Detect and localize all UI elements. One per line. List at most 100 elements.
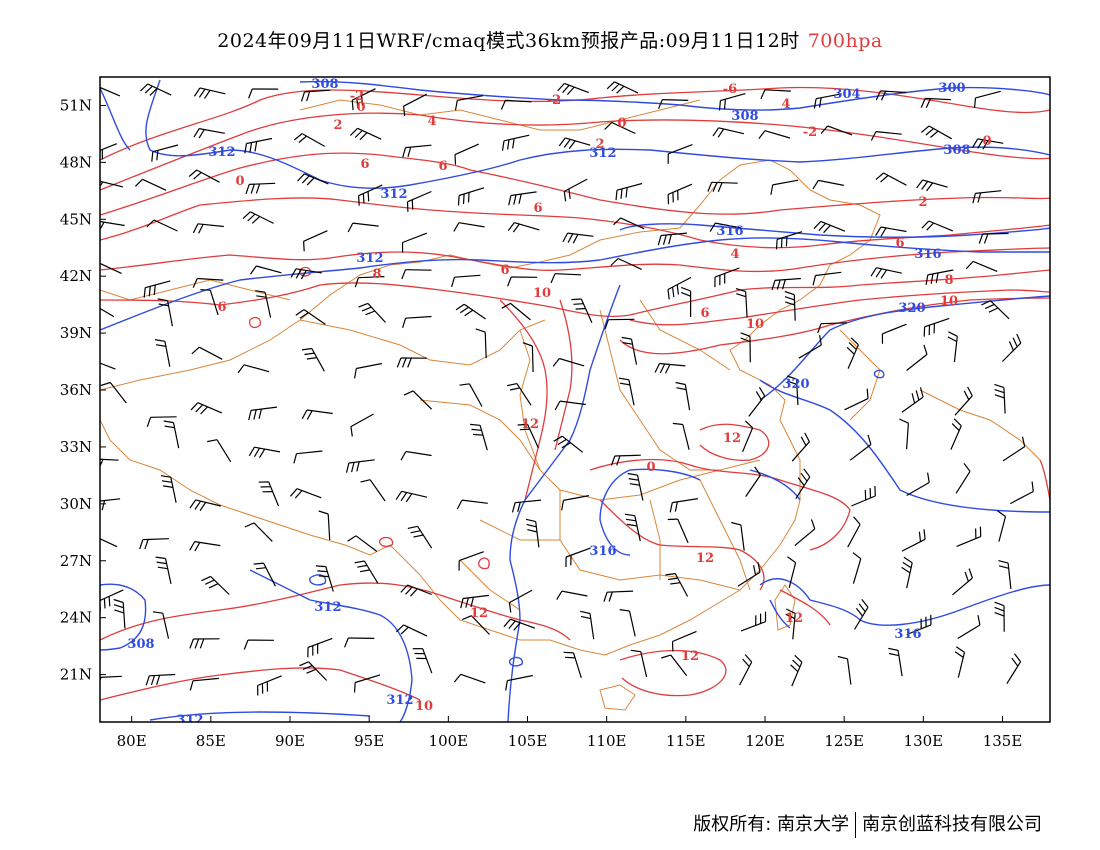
wind-barb-feather [674,501,678,512]
wind-barb-feather [557,83,565,92]
wind-barb-staff [667,276,692,291]
wind-barb-staff [740,524,745,551]
wind-barb-feather [712,182,718,192]
wind-barb-staff [607,590,634,593]
wind-barb-feather [253,409,257,420]
lon-tick-label: 115E [666,732,706,750]
isotherm [499,299,548,501]
wind-barb-feather [563,191,567,202]
wind-barb-staff [514,222,540,231]
wind-barb-staff [363,560,379,584]
wind-barb-feather [875,172,884,181]
isotherm [100,247,1050,273]
wind-barb-feather [627,523,638,527]
wind-barb-feather [785,301,795,306]
wind-barb-staff [243,364,270,373]
wind-barb-feather [200,406,208,415]
wind-barb-feather [501,302,511,309]
wind-barb-feather [717,182,723,193]
wind-barb-feather [152,611,163,614]
height-label: 308 [731,109,758,124]
wind-barb-feather [984,303,995,310]
lon-tick-label: 110E [587,732,627,750]
wind-barb-feather [464,309,474,317]
wind-barb-feather [846,346,855,355]
lat-tick-label: 42N [60,267,92,285]
province-boundary [479,519,560,541]
wind-barb-feather [243,639,249,650]
wind-barb-feather [459,383,470,386]
wind-barb-staff [611,121,636,135]
wind-barb-feather [709,222,716,232]
wind-barb-feather [780,237,783,248]
isotherm [100,269,1050,318]
wind-barb-feather [359,569,370,573]
height-label: 312 [356,251,383,266]
wind-barb-staff [955,471,971,494]
wind-barb-feather [613,217,622,226]
wind-barb-feather [983,233,989,244]
wind-barb-feather [819,335,822,346]
wind-barb-staff [461,499,488,504]
wind-barb-staff [507,674,533,682]
wind-barb-staff [197,277,224,281]
wind-barb-staff [249,182,276,185]
wind-barb-staff [1006,661,1022,685]
wind-barb-feather [580,610,591,615]
wind-barb-feather [622,342,633,345]
wind-barb-staff [742,427,754,453]
wind-barb-staff [463,303,486,320]
wind-barb-feather [198,224,204,234]
wind-barb-staff [100,498,121,502]
wind-barb-staff [153,219,178,232]
isoheight [873,369,885,379]
wind-barb-feather [903,556,913,564]
pressure-level: 700hpa [807,30,883,52]
wind-barb-feather [670,582,681,585]
wind-barb-staff [422,648,433,674]
wind-barb-feather [513,194,517,205]
wind-barb-feather [108,596,111,607]
height-label: 308 [311,77,338,92]
isoheight [149,711,371,721]
wind-barb-staff [100,458,119,461]
isotherm [699,423,770,461]
wind-barb-feather [927,472,930,483]
temperature-label: 8 [944,273,953,288]
wind-barb-feather [550,273,556,284]
wind-barb-staff [405,450,432,457]
wind-barb-feather [299,312,309,319]
isoheight [508,656,523,667]
wind-barb-feather [400,584,408,593]
temperature-label: 8 [372,267,381,282]
wind-barb-feather [101,500,106,511]
wind-barb-staff [957,652,966,678]
wind-barb-feather [818,222,827,232]
wind-barb-feather [925,98,931,109]
wind-barb-staff [952,577,973,596]
wind-barb-feather [86,536,93,543]
wind-barb-staff [924,317,950,328]
wind-barb-staff [412,390,433,410]
wind-barb-staff [774,277,801,281]
wind-barb-staff [563,495,590,501]
wind-barb-staff [906,624,932,636]
wind-barb-feather [501,140,505,151]
wind-barb-staff [296,488,322,499]
wind-barb-staff [196,169,220,183]
wind-barb-feather [189,638,194,649]
wind-barb-staff [197,223,224,228]
wind-barb-feather [781,279,786,290]
wind-barb-staff [711,181,738,184]
wind-barb-feather [451,277,456,287]
lon-tick-label: 95E [354,732,384,750]
wind-barb-feather [625,187,628,198]
wind-barb-feather [255,567,266,570]
wind-barb-feather [858,603,866,613]
wind-barb-staff [197,402,223,414]
isotherm [619,649,727,697]
wind-barb-feather [792,659,801,668]
wind-barb-staff [142,178,167,191]
wind-barb-feather [615,190,618,201]
wind-barb-feather [948,331,958,337]
